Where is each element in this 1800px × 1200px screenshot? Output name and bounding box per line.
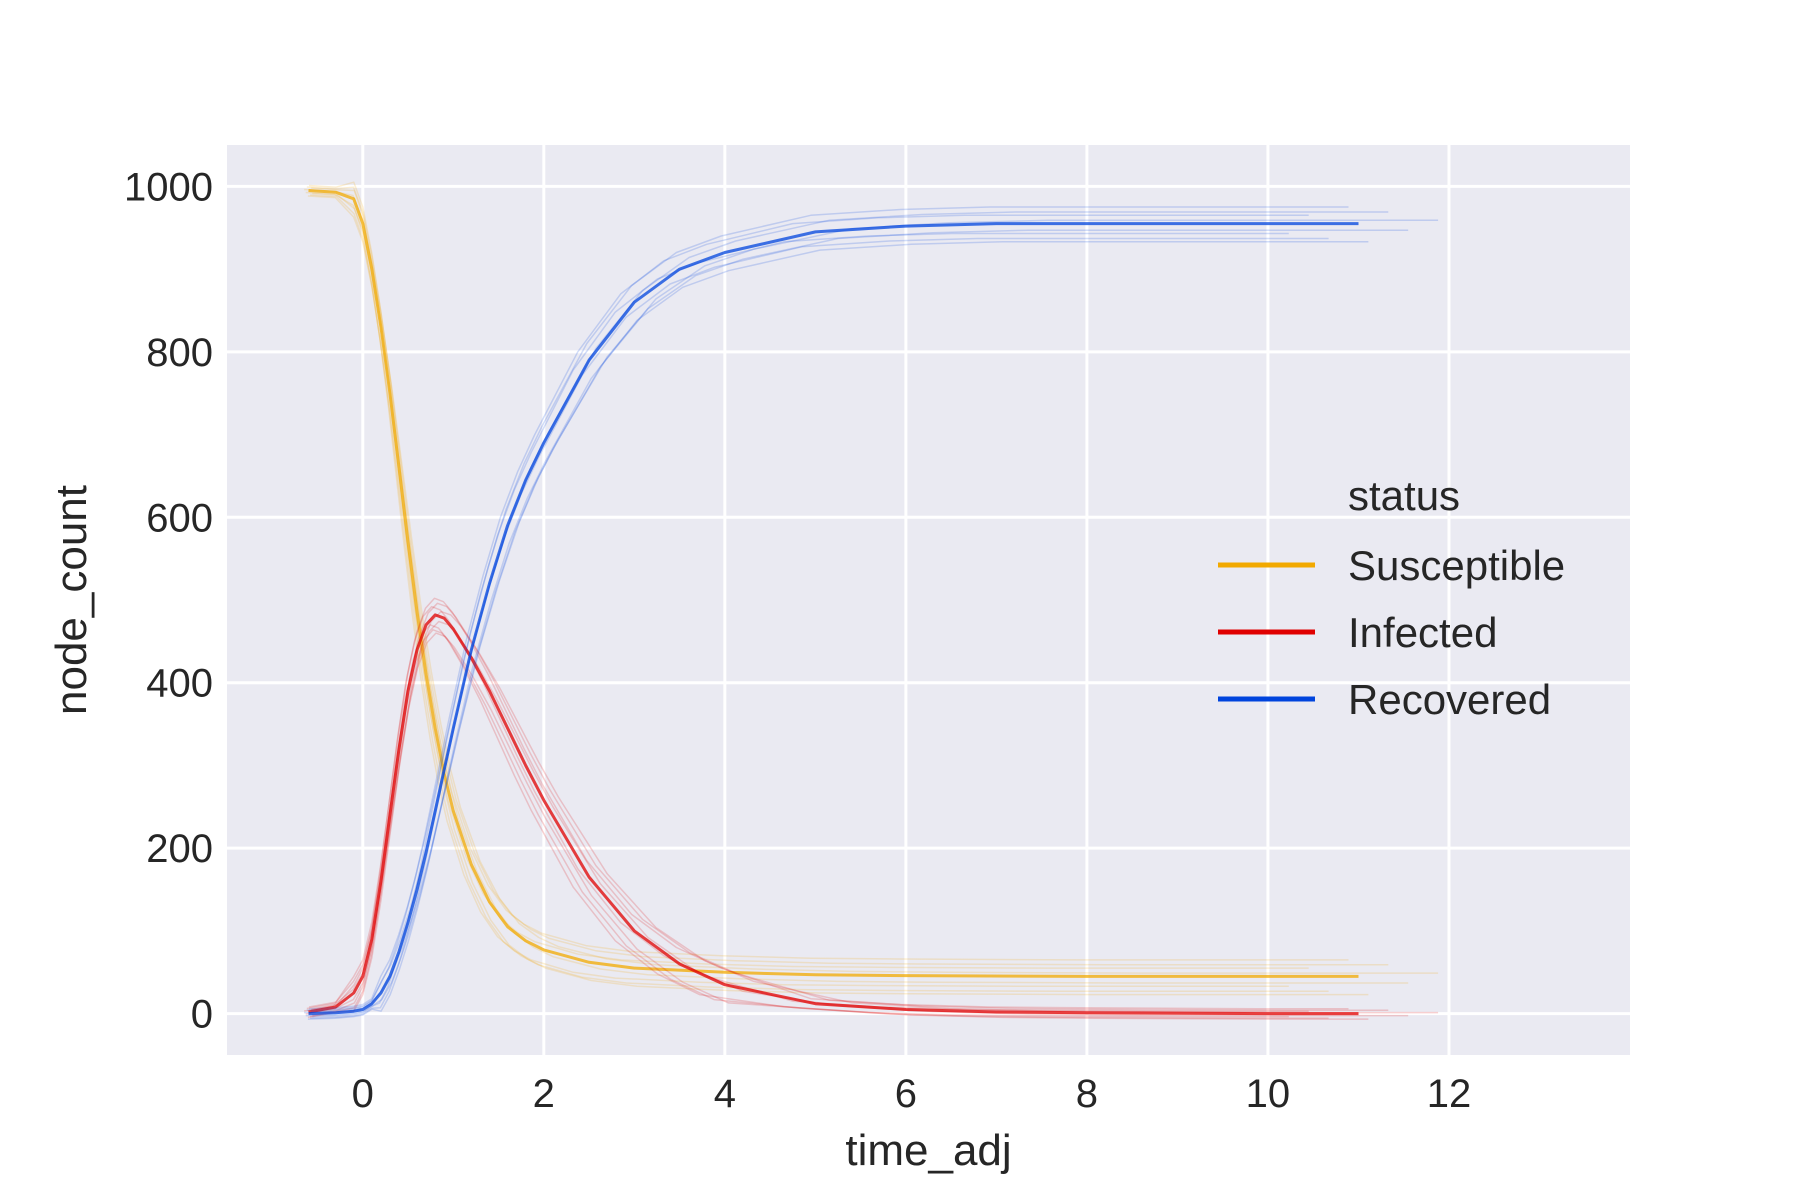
y-tick-label: 0	[191, 993, 213, 1037]
tick-labels: 0 2 4 6 8 10 12 0 200 400 600 800 1000	[124, 165, 1471, 1116]
y-axis-label: node_count	[47, 485, 96, 715]
x-axis-label: time_adj	[845, 1126, 1011, 1175]
series-replicate-line	[312, 192, 1289, 988]
series-replicate-line	[308, 181, 1349, 961]
series-replicate-line	[307, 241, 1369, 1020]
legend-entry-recovered: Recovered	[1348, 676, 1551, 723]
x-tick-label: 8	[1076, 1072, 1098, 1116]
y-tick-label: 600	[146, 496, 213, 540]
y-tick-label: 400	[146, 662, 213, 706]
y-tick-label: 200	[146, 827, 213, 871]
series-group-infected	[303, 597, 1439, 1020]
legend-entry-susceptible: Susceptible	[1348, 542, 1565, 589]
series-replicate-line	[307, 195, 1369, 996]
series-replicate-line	[312, 232, 1289, 1018]
series-replicate-line	[311, 214, 1309, 1012]
x-tick-label: 2	[533, 1072, 555, 1116]
legend-entry-infected: Infected	[1348, 609, 1497, 656]
legend: status Susceptible Infected Recovered	[1218, 472, 1565, 723]
series-replicate-line	[305, 229, 1409, 1017]
y-tick-label: 800	[146, 331, 213, 375]
series-group-susceptible	[304, 181, 1439, 996]
x-tick-label: 12	[1427, 1072, 1472, 1116]
series-line-recovered	[308, 222, 1359, 1016]
legend-title: status	[1348, 472, 1460, 519]
y-tick-label: 1000	[124, 165, 213, 209]
grid	[227, 145, 1630, 1055]
series-replicate-line	[309, 629, 1329, 1019]
series-replicate-line	[307, 632, 1369, 1020]
series-line-infected	[308, 613, 1359, 1016]
series-group-recovered	[304, 206, 1439, 1020]
series-replicate-line	[310, 194, 1329, 993]
plot-area	[227, 145, 1630, 1055]
series-lines	[303, 181, 1439, 1020]
x-tick-label: 0	[352, 1072, 374, 1116]
series-line-susceptible	[308, 189, 1359, 978]
x-tick-label: 6	[895, 1072, 917, 1116]
series-replicate-line	[308, 597, 1349, 1010]
series-replicate-line	[308, 206, 1349, 1010]
x-tick-label: 4	[714, 1072, 736, 1116]
series-replicate-line	[306, 186, 1389, 966]
x-tick-label: 10	[1246, 1072, 1291, 1116]
